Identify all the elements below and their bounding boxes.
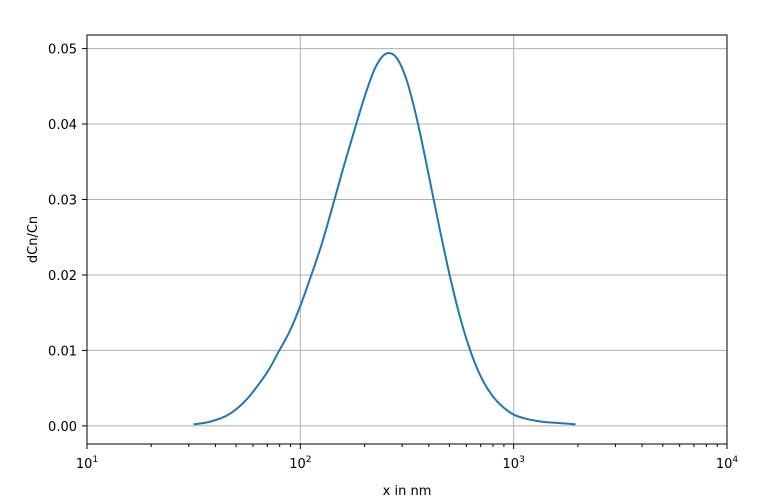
y-axis-label: dCn/Cn xyxy=(26,216,41,263)
y-tick-label: 0.03 xyxy=(48,194,77,209)
y-tick-label: 0.00 xyxy=(48,420,77,435)
x-axis-label: x in nm xyxy=(383,484,432,499)
series-line xyxy=(193,52,576,426)
x-tick-label: 104 xyxy=(716,455,739,472)
x-tick-label: 101 xyxy=(76,455,98,472)
x-tick-label: 103 xyxy=(503,455,525,472)
ticks: 101 102 103 104 0.00 0.01 0.02 0.03 0.04 0.05 xyxy=(48,43,738,472)
y-tick-label: 0.02 xyxy=(48,269,77,284)
y-tick-label: 0.05 xyxy=(48,43,77,58)
y-tick-label: 0.04 xyxy=(48,118,77,133)
grid xyxy=(87,35,727,444)
x-tick-label: 102 xyxy=(289,455,311,472)
plot-frame xyxy=(86,34,728,445)
y-tick-label: 0.01 xyxy=(48,344,77,359)
